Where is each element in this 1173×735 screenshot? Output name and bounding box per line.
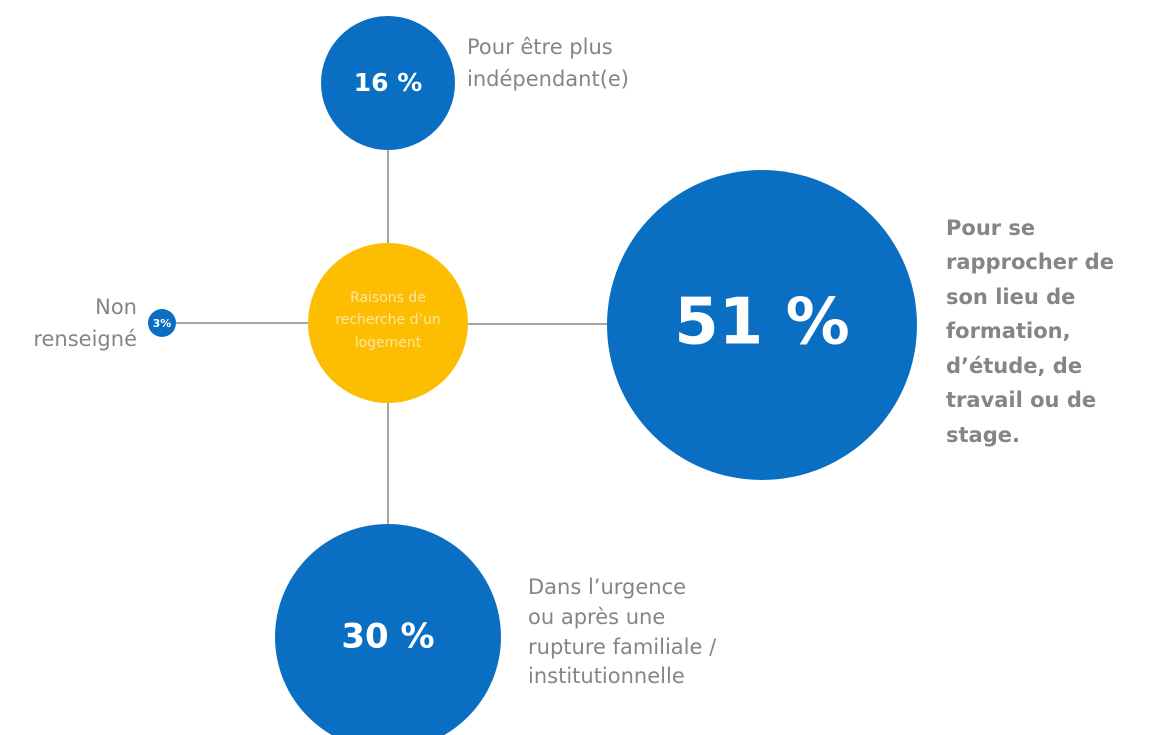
bubble — [148, 309, 176, 337]
bubble-label: institutionnelle — [528, 664, 685, 688]
bubble — [275, 524, 501, 735]
bubble-value: 51 % — [674, 286, 849, 360]
bubble-label: renseigné — [33, 327, 137, 351]
center-label: Raisons de — [350, 290, 426, 306]
bubble-label: Pour être plus — [467, 35, 613, 59]
bubble-label: d’étude, de — [946, 354, 1082, 378]
center-label: logement — [355, 335, 422, 351]
bubble-label: rupture familiale / — [528, 635, 717, 659]
bubble-label: travail ou de — [946, 388, 1096, 412]
bubble-label: rapprocher de — [946, 250, 1114, 274]
bubble-label: stage. — [946, 423, 1020, 447]
bubble-label: indépendant(e) — [467, 67, 629, 91]
bubble-label: formation, — [946, 319, 1071, 343]
bubble — [607, 170, 917, 480]
bubble-value: 16 % — [354, 68, 423, 97]
bubble-value: 3% — [153, 317, 172, 330]
bubble-value: 30 % — [341, 617, 434, 657]
bubble-label: Dans l’urgence — [528, 575, 686, 599]
center-label: recherche d’un — [335, 312, 440, 328]
bubble-label: son lieu de — [946, 285, 1075, 309]
center-bubble — [308, 243, 468, 403]
bubble — [321, 16, 455, 150]
bubble-label: Non — [95, 295, 137, 319]
bubble-label: Pour se — [946, 216, 1035, 240]
bubble-label: ou après une — [528, 605, 665, 629]
